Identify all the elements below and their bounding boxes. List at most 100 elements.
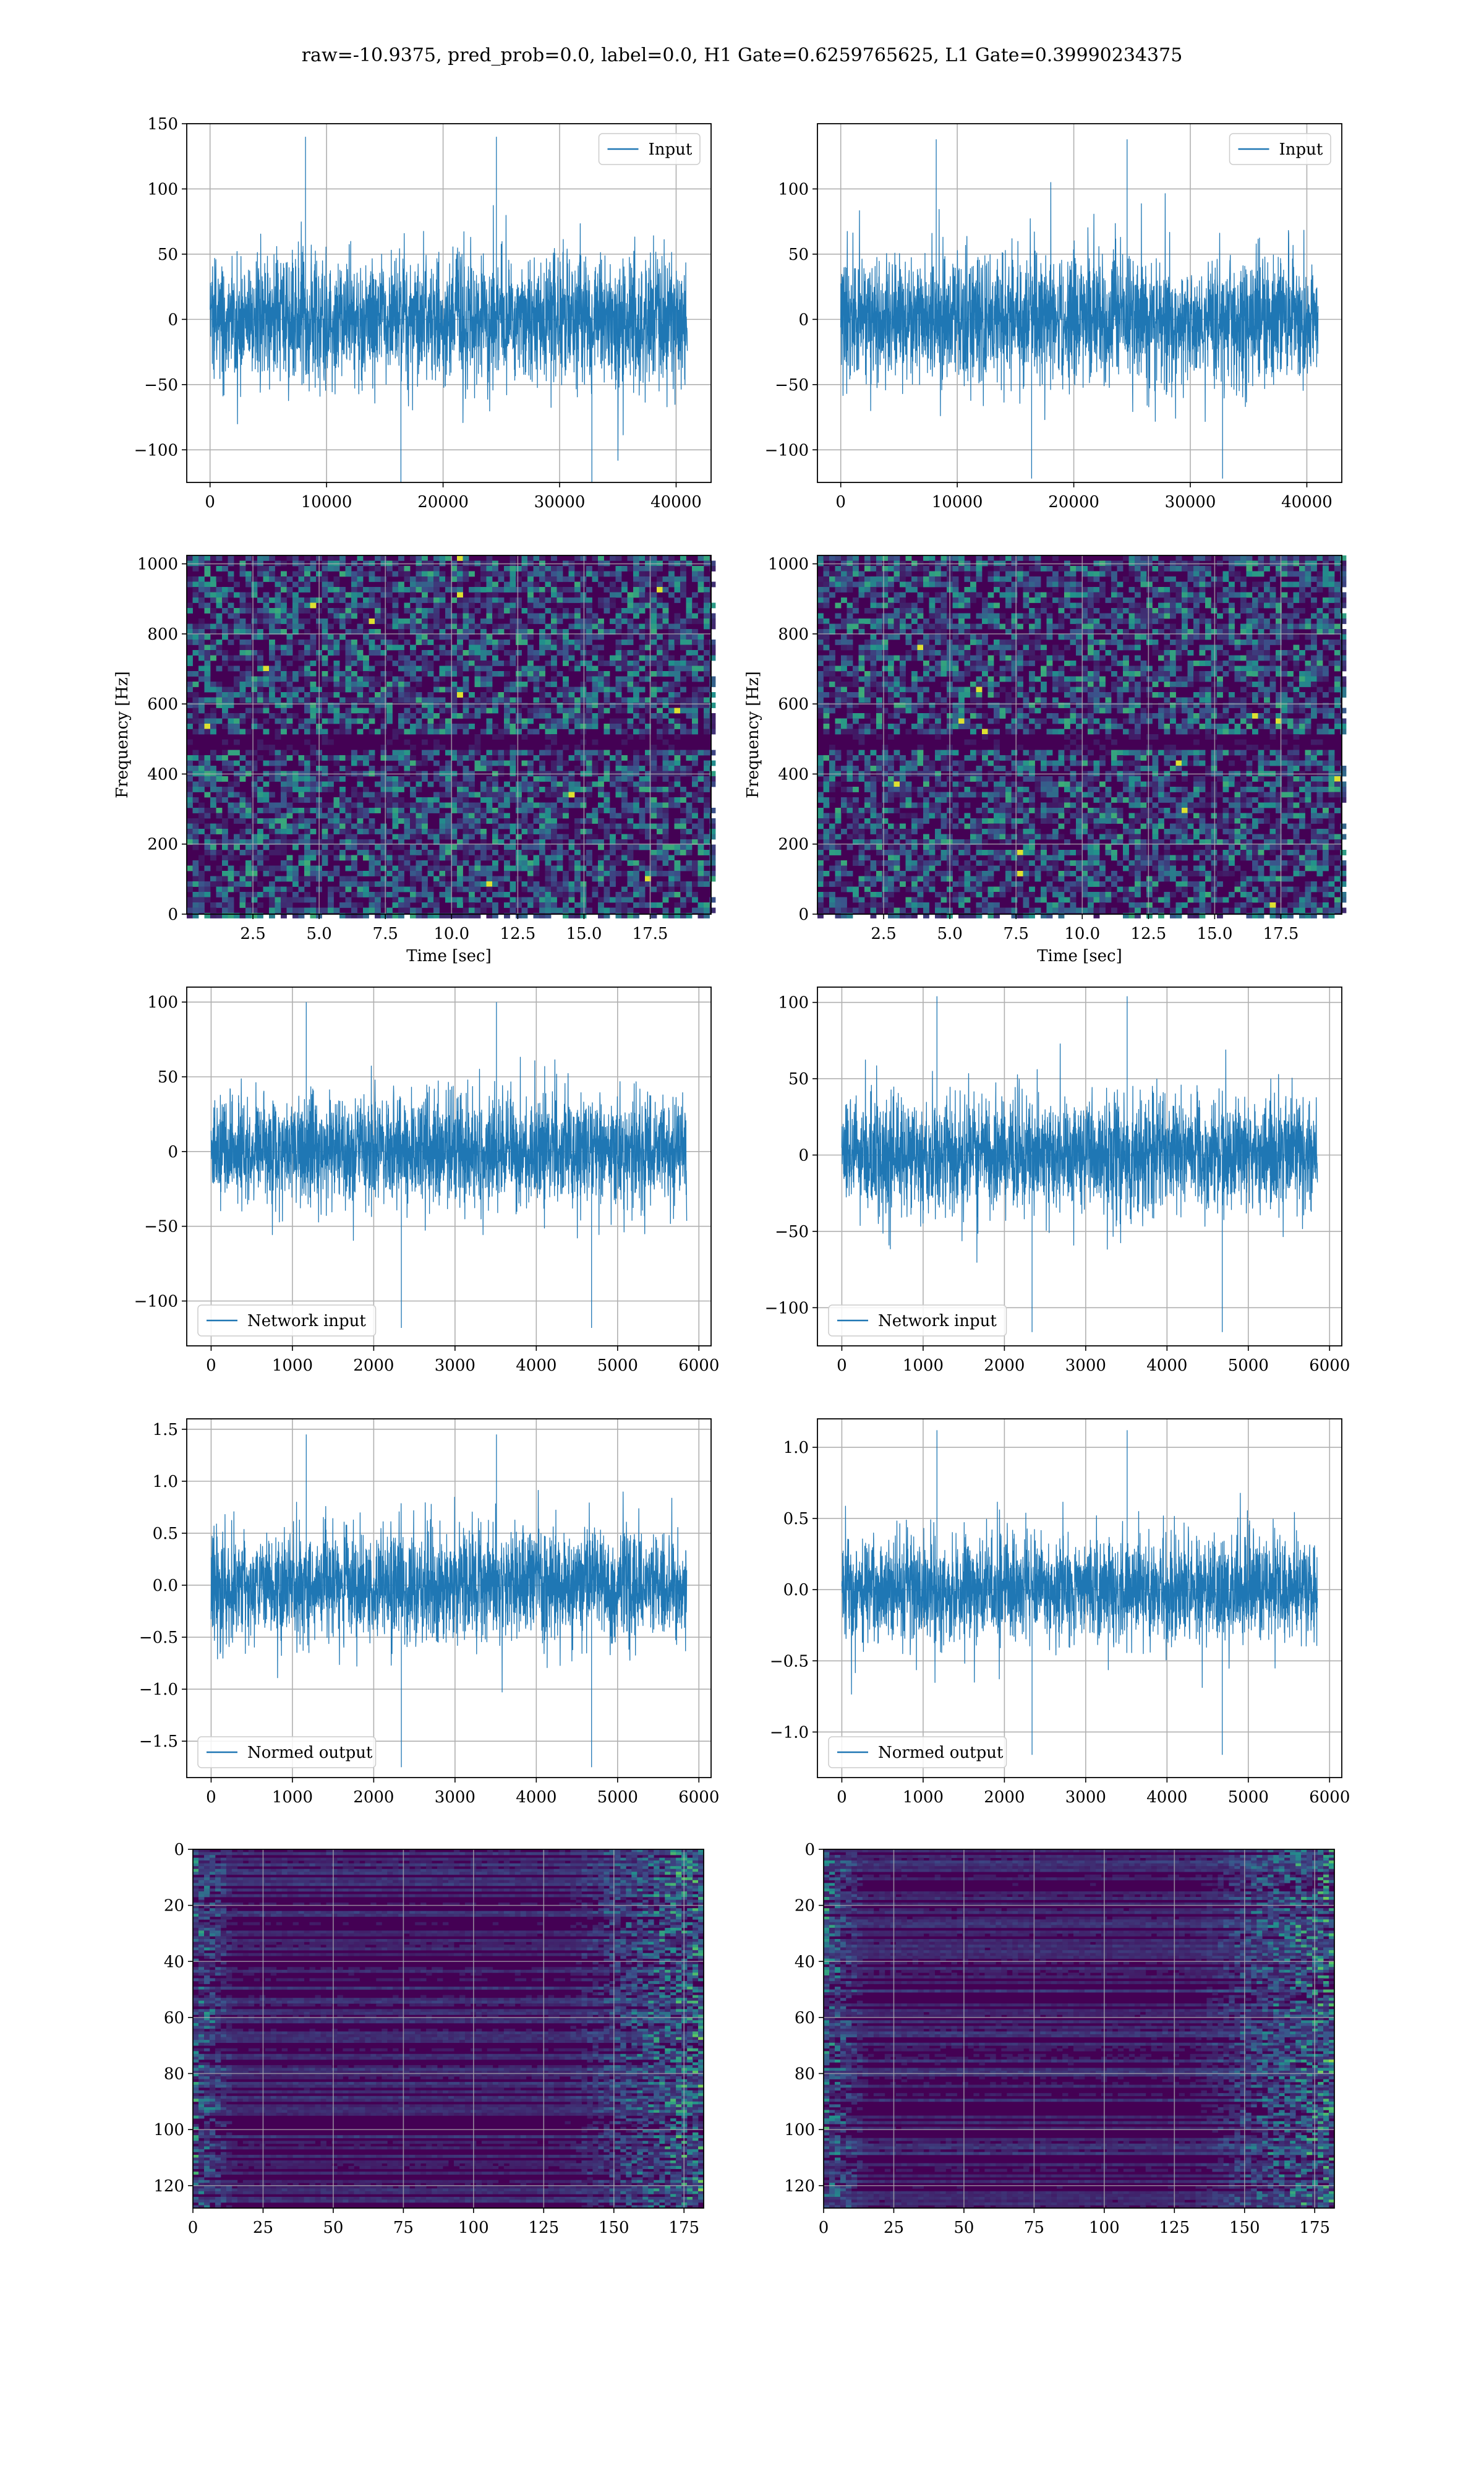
y-tick-label: 80	[795, 2065, 815, 2084]
x-tick-label: 40000	[1281, 493, 1333, 511]
x-tick-label: 12.5	[500, 925, 535, 943]
chart-input-l1: 0 10000 20000 30000 40000 −100 −50 0 50 100 Input	[765, 123, 1342, 511]
legend-box	[197, 1736, 377, 1768]
x-tick-label: 30000	[1165, 493, 1216, 511]
y-tick-label: 600	[147, 695, 178, 714]
x-tick-label: 30000	[534, 493, 586, 511]
legend-box	[1229, 133, 1331, 165]
x-tick-label: 15.0	[566, 925, 602, 943]
tick-labels: 0 1000 2000 3000 4000 5000 6000 −1.0 −0.5 0.0 0.5 1…	[770, 1439, 1350, 1807]
x-tick-label: 10.0	[1064, 925, 1100, 943]
x-tick-label: 40000	[650, 493, 702, 511]
y-tick-label: 20	[164, 1897, 184, 1915]
y-tick-label: 60	[164, 2009, 184, 2027]
x-tick-label: 1000	[272, 1788, 313, 1807]
chart-normed-output-l1: 0 1000 2000 3000 4000 5000 6000 −1.0 −0.5 0.0 0.5 1…	[770, 1418, 1350, 1807]
y-tick-label: −100	[134, 1293, 178, 1311]
x-tick-label: 4000	[1146, 1788, 1187, 1807]
x-axis-label: Time [sec]	[406, 947, 492, 965]
x-tick-label: 4000	[516, 1356, 556, 1375]
x-tick-label: 6000	[678, 1788, 719, 1807]
y-axis-label: Frequency [Hz]	[744, 671, 762, 798]
gridlines	[192, 1849, 704, 2208]
y-tick-label: −0.5	[770, 1652, 809, 1671]
x-tick-label: 2000	[353, 1788, 394, 1807]
y-tick-label: 150	[147, 115, 178, 134]
x-tick-label: 75	[393, 2219, 414, 2237]
legend-label: Normed output	[247, 1744, 373, 1762]
y-tick-label: 0.5	[783, 1510, 809, 1528]
y-tick-label: 0	[168, 905, 178, 924]
chart-spectrogram-h1: 2.5 5.0 7.5 10.0 12.5 15.0 17.5 0 200 400 600 800 10…	[113, 555, 716, 965]
x-tick-label: 6000	[678, 1356, 719, 1375]
tick-labels: 0 1000 2000 3000 4000 5000 6000 −100 −50 0 50 100	[134, 993, 720, 1375]
y-tick-label: −50	[775, 376, 809, 395]
y-tick-label: 60	[795, 2009, 815, 2027]
x-tick-label: 5000	[1228, 1356, 1269, 1375]
y-tick-label: 50	[788, 246, 809, 264]
x-tick-label: 50	[323, 2219, 343, 2237]
tick-labels: 0 1000 2000 3000 4000 5000 6000 −100 −50 0 50 100	[765, 994, 1350, 1375]
y-tick-label: 200	[147, 836, 178, 854]
x-tick-label: 3000	[1065, 1356, 1106, 1375]
chart-feature-map-l1: 0 25 50 75 100 125 150 175 0 20 40 60 80 100 120	[784, 1841, 1335, 2237]
y-tick-label: 0.5	[153, 1525, 178, 1543]
legend-label: Input	[1279, 140, 1323, 159]
y-tick-label: 0	[174, 1841, 184, 1859]
x-tick-label: 125	[1159, 2219, 1190, 2237]
y-tick-label: −1.0	[770, 1723, 809, 1742]
legend-box	[598, 133, 701, 165]
y-tick-label: 100	[147, 180, 178, 199]
axes-frame	[186, 1418, 712, 1778]
x-tick-label: 6000	[1309, 1356, 1350, 1375]
axes-frame	[817, 123, 1342, 483]
legend-label: Input	[649, 140, 693, 159]
y-tick-label: 400	[778, 765, 809, 784]
tick-labels: 0 10000 20000 30000 40000 −100 −50 0 50 100 150	[134, 115, 702, 511]
heatmap-cells	[193, 1849, 704, 2209]
y-tick-label: 1.5	[153, 1421, 178, 1439]
x-tick-label: 125	[528, 2219, 559, 2237]
x-tick-label: 2000	[353, 1356, 394, 1375]
x-tick-label: 150	[599, 2219, 629, 2237]
y-tick-label: 800	[778, 625, 809, 644]
y-tick-label: −50	[144, 376, 178, 395]
chart-network-input-h1: 0 1000 2000 3000 4000 5000 6000 −100 −50 0 50 100 Ne…	[134, 987, 720, 1375]
tick-labels: 0 1000 2000 3000 4000 5000 6000 −1.5 −1.0 −0.5 0.0…	[139, 1421, 720, 1807]
y-tick-label: 0.0	[153, 1577, 178, 1595]
legend-label: Normed output	[878, 1744, 1004, 1762]
series-line	[840, 139, 1319, 479]
y-tick-label: 800	[147, 625, 178, 644]
x-tick-label: 100	[1089, 2219, 1120, 2237]
axes-frame	[186, 987, 712, 1346]
y-tick-label: 0	[168, 1143, 178, 1162]
x-tick-label: 0	[835, 493, 846, 511]
y-tick-label: 0	[804, 1841, 815, 1859]
x-tick-label: 5000	[1228, 1788, 1269, 1807]
y-tick-label: 0	[798, 905, 809, 924]
x-tick-label: 0	[819, 2219, 829, 2237]
x-tick-label: 0	[837, 1788, 847, 1807]
axes-frame	[817, 987, 1342, 1346]
y-tick-label: 600	[778, 695, 809, 714]
y-tick-label: 1000	[768, 555, 809, 574]
y-tick-label: −1.0	[139, 1680, 178, 1699]
x-tick-label: 3000	[1065, 1788, 1106, 1807]
x-tick-label: 12.5	[1130, 925, 1166, 943]
legend: Normed output	[828, 1736, 1007, 1768]
y-tick-label: 1.0	[153, 1473, 178, 1491]
y-tick-label: −0.5	[139, 1629, 178, 1647]
figure-title: raw=-10.9375, pred_prob=0.0, label=0.0, …	[0, 45, 1484, 66]
legend-box	[197, 1304, 377, 1337]
x-tick-label: 25	[884, 2219, 904, 2237]
y-tick-label: 120	[784, 2177, 815, 2196]
heatmap-cells	[187, 555, 716, 918]
x-tick-label: 0	[205, 493, 215, 511]
x-tick-label: 175	[1299, 2219, 1330, 2237]
y-tick-label: 200	[778, 836, 809, 854]
y-tick-label: 100	[153, 2121, 184, 2139]
y-tick-label: −100	[765, 441, 809, 460]
legend: Normed output	[197, 1736, 377, 1768]
x-tick-label: 7.5	[1004, 925, 1029, 943]
